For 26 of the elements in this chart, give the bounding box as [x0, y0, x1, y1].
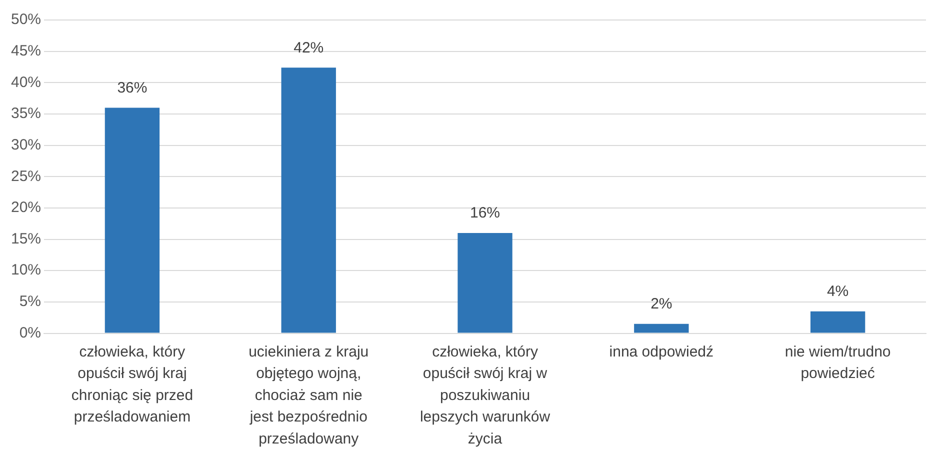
bar	[104, 108, 160, 333]
bar	[634, 324, 689, 333]
y-tick-label: 25%	[10, 168, 42, 185]
y-tick-label: 15%	[10, 230, 42, 248]
data-label: 36%	[117, 79, 148, 96]
x-tick-label: człowieka, który opuścił swój kraj chroniąc się przed prześladowaniem	[71, 343, 194, 426]
y-tick-label: 45%	[10, 42, 42, 60]
bar	[810, 311, 866, 333]
y-tick-label: 30%	[10, 136, 42, 154]
y-tick-label: 50%	[10, 11, 42, 28]
data-label: 16%	[470, 204, 500, 222]
data-label: 2%	[650, 295, 672, 312]
data-label: 4%	[826, 282, 849, 300]
x-tick-label: nie wiem/trudno powiedzieć	[784, 343, 891, 382]
x-tick-label: człowieka, który opuścił swój kraj w poszukiwaniu lepszych warunków życia	[420, 343, 550, 448]
data-label: 42%	[294, 39, 324, 56]
y-tick-label: 35%	[10, 105, 42, 122]
y-tick-label: 40%	[10, 74, 42, 91]
x-tick-label: uciekiniera z kraju objętego wojną, chociaż sam nie jest bezpośrednio prześladowany	[248, 343, 369, 448]
y-tick-label: 10%	[10, 262, 42, 279]
y-tick-label: 0%	[19, 324, 42, 342]
y-tick-label: 20%	[10, 199, 42, 216]
bar	[281, 68, 336, 333]
y-tick-label: 5%	[19, 293, 42, 310]
bar	[458, 233, 512, 333]
x-tick-label: inna odpowiedź	[609, 343, 714, 360]
